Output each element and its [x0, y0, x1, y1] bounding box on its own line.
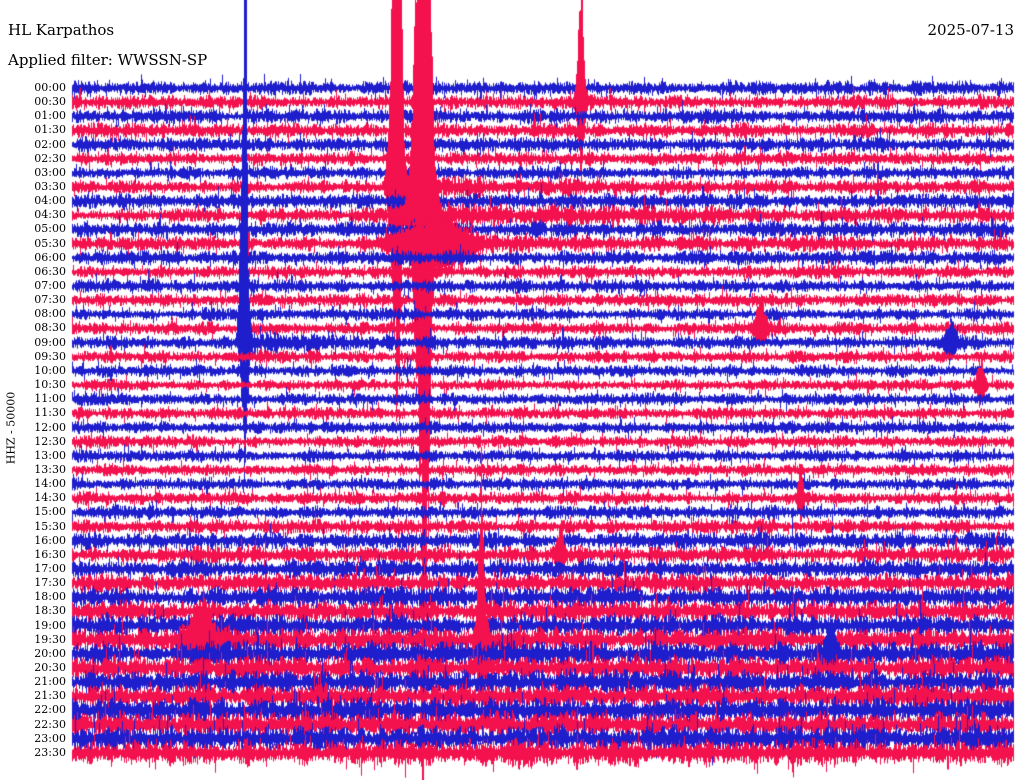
- time-label: 21:30: [34, 689, 66, 703]
- time-label: 19:30: [34, 632, 66, 646]
- time-label: 03:30: [34, 180, 66, 194]
- time-label: 16:00: [34, 533, 66, 547]
- time-label: 17:00: [34, 561, 66, 575]
- time-label: 09:30: [34, 349, 66, 363]
- time-label: 17:30: [34, 576, 66, 590]
- time-label: 06:30: [34, 264, 66, 278]
- time-label: 20:00: [34, 646, 66, 660]
- time-label: 08:30: [34, 321, 66, 335]
- time-label: 05:00: [34, 222, 66, 236]
- time-label: 14:00: [34, 477, 66, 491]
- time-label: 22:30: [34, 717, 66, 731]
- time-label: 01:00: [34, 109, 66, 123]
- time-label: 16:30: [34, 547, 66, 561]
- time-label: 23:30: [34, 745, 66, 759]
- time-label: 12:00: [34, 420, 66, 434]
- time-label: 12:30: [34, 434, 66, 448]
- time-label: 09:00: [34, 335, 66, 349]
- time-label: 23:00: [34, 731, 66, 745]
- time-label: 18:00: [34, 590, 66, 604]
- time-label: 00:00: [34, 81, 66, 94]
- applied-filter-label: Applied filter: WWSSN-SP: [8, 51, 208, 69]
- time-label: 15:30: [34, 519, 66, 533]
- time-label: 07:00: [34, 279, 66, 293]
- time-label: 02:00: [34, 137, 66, 151]
- time-label: 14:30: [34, 491, 66, 505]
- time-label: 10:30: [34, 378, 66, 392]
- time-label: 11:00: [34, 392, 66, 406]
- time-label: 13:00: [34, 448, 66, 462]
- time-label: 15:00: [34, 505, 66, 519]
- time-label: 19:00: [34, 618, 66, 632]
- date-label: 2025-07-13: [927, 21, 1014, 39]
- time-label: 08:00: [34, 307, 66, 321]
- time-label: 20:30: [34, 661, 66, 675]
- time-label: 10:00: [34, 363, 66, 377]
- time-label: 07:30: [34, 293, 66, 307]
- time-label: 04:30: [34, 208, 66, 222]
- time-label: 06:00: [34, 250, 66, 264]
- station-title: HL Karpathos: [8, 21, 115, 39]
- time-label: 00:30: [34, 95, 66, 109]
- time-label: 01:30: [34, 123, 66, 137]
- time-label: 05:30: [34, 236, 66, 250]
- time-label: 03:00: [34, 165, 66, 179]
- time-label: 13:30: [34, 462, 66, 476]
- time-label: 02:30: [34, 151, 66, 165]
- time-label: 21:00: [34, 675, 66, 689]
- time-label: 22:00: [34, 703, 66, 717]
- time-label: 04:00: [34, 194, 66, 208]
- time-label: 18:30: [34, 604, 66, 618]
- time-label: 11:30: [34, 406, 66, 420]
